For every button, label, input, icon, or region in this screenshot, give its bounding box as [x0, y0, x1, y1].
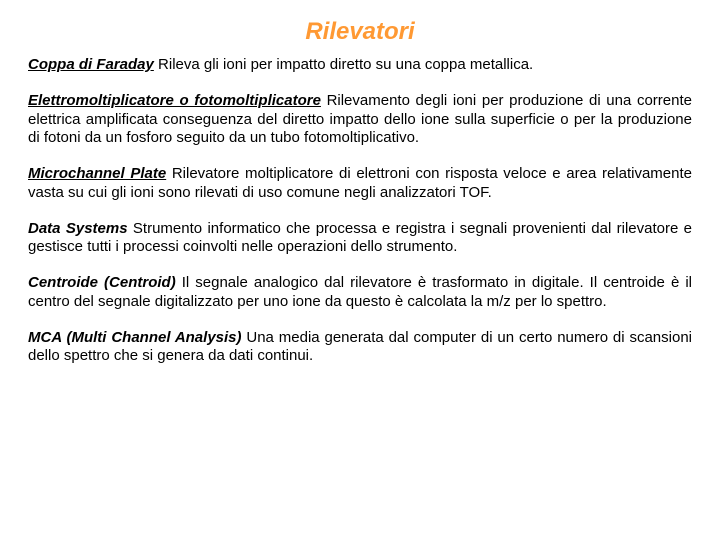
- page-title: Rilevatori: [28, 18, 692, 46]
- entry-term: Elettromoltiplicatore o fotomoltiplicato…: [28, 92, 321, 109]
- entry-term: Coppa di Faraday: [28, 56, 154, 73]
- entry-term: MCA (Multi Channel Analysis): [28, 329, 242, 346]
- entry-term: Microchannel Plate: [28, 165, 166, 182]
- entry-paragraph: Centroide (Centroid) Il segnale analogic…: [28, 274, 692, 312]
- entry-body: Rileva gli ioni per impatto diretto su u…: [154, 56, 533, 73]
- entry-paragraph: Microchannel Plate Rilevatore moltiplica…: [28, 165, 692, 203]
- entry-term: Data Systems: [28, 220, 128, 237]
- entry-body: Strumento informatico che processa e reg…: [28, 220, 692, 256]
- entry-term: Centroide (Centroid): [28, 274, 176, 291]
- entries-container: Coppa di Faraday Rileva gli ioni per imp…: [28, 56, 692, 366]
- entry-paragraph: Coppa di Faraday Rileva gli ioni per imp…: [28, 56, 692, 75]
- entry-paragraph: MCA (Multi Channel Analysis) Una media g…: [28, 329, 692, 367]
- entry-paragraph: Elettromoltiplicatore o fotomoltiplicato…: [28, 92, 692, 148]
- entry-paragraph: Data Systems Strumento informatico che p…: [28, 220, 692, 258]
